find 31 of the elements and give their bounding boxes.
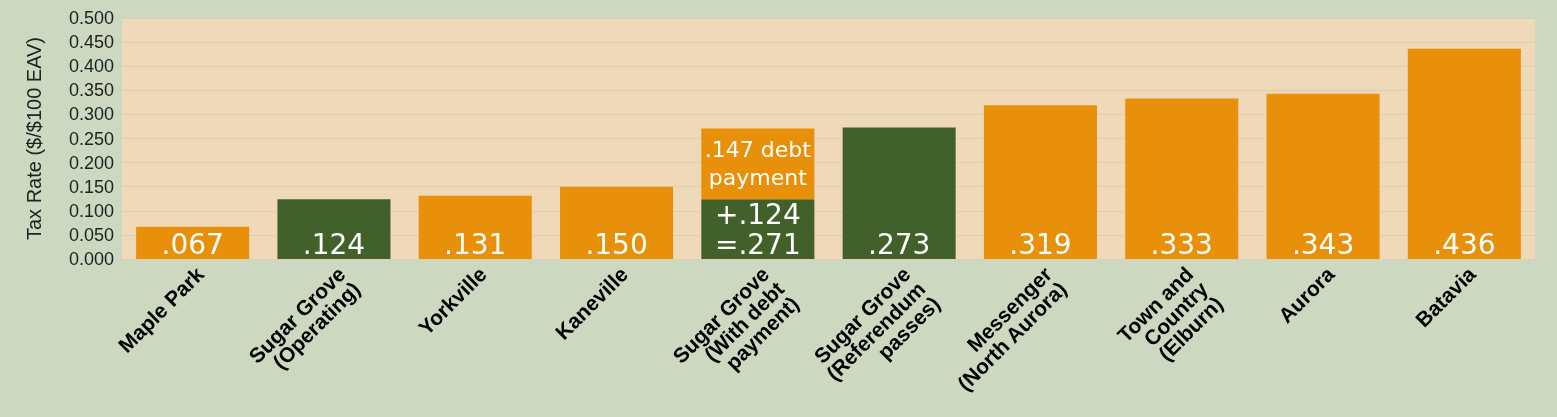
data-label: .436 bbox=[1433, 227, 1496, 261]
bar bbox=[983, 105, 1097, 259]
data-label: .067 bbox=[161, 227, 224, 261]
data-label: .273 bbox=[867, 227, 931, 261]
data-label: .131 bbox=[444, 227, 507, 261]
y-tick-label: 0.450 bbox=[68, 32, 114, 53]
y-tick-label: 0.400 bbox=[68, 56, 114, 77]
bar bbox=[277, 199, 391, 259]
bar bbox=[418, 195, 532, 259]
bar bbox=[560, 186, 674, 259]
bar bbox=[1407, 48, 1521, 259]
y-tick-label: 0.250 bbox=[68, 128, 114, 149]
bar bbox=[1125, 98, 1239, 259]
data-label: .319 bbox=[1009, 227, 1072, 261]
data-label: .150 bbox=[585, 227, 648, 261]
bar bbox=[842, 127, 956, 259]
data-label: .124 bbox=[302, 227, 366, 261]
y-tick-label: 0.200 bbox=[68, 152, 114, 173]
data-label: .343 bbox=[1291, 227, 1355, 261]
bar bbox=[1266, 93, 1380, 259]
data-label: .333 bbox=[1150, 227, 1213, 261]
y-tick-label: 0.000 bbox=[68, 249, 114, 269]
y-tick-label: 0.350 bbox=[68, 80, 114, 101]
y-axis-title: Tax Rate ($/$100 EAV) bbox=[23, 36, 45, 241]
y-tick-label: 0.150 bbox=[68, 176, 114, 197]
data-label: +.124 =.271 bbox=[714, 197, 801, 261]
y-tick-label: 0.500 bbox=[68, 8, 114, 28]
y-tick-label: 0.300 bbox=[68, 104, 114, 125]
data-label: .147 debt payment bbox=[704, 137, 812, 191]
y-tick-label: 0.100 bbox=[68, 200, 114, 221]
y-tick-label: 0.050 bbox=[68, 224, 114, 245]
